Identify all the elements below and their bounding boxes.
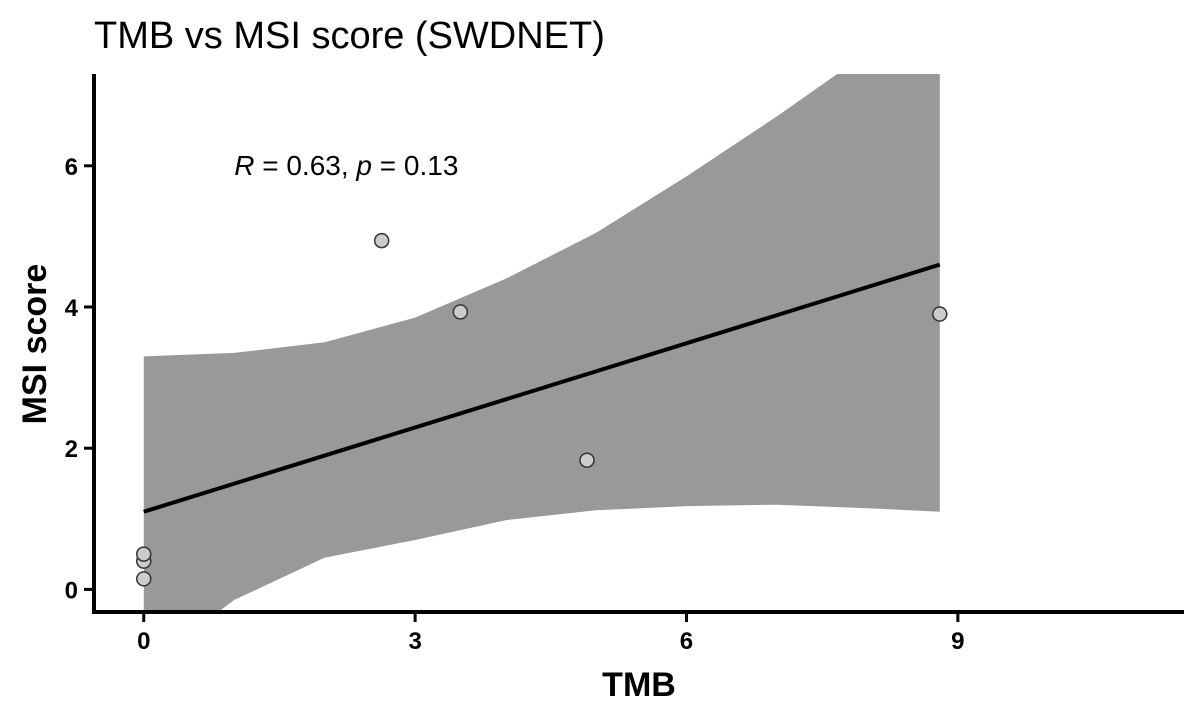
regression-line (143, 262, 941, 514)
data-point-2 (136, 546, 152, 562)
y-tick-label-6: 6 (65, 154, 78, 181)
y-tick-label-4: 4 (65, 295, 79, 322)
data-points (136, 232, 948, 587)
r-value: = 0.63, (254, 150, 356, 181)
data-point-5 (579, 452, 595, 468)
confidence-band (143, 74, 940, 612)
x-axis-ticks: 0 3 6 9 (137, 614, 965, 655)
x-tick-label-9: 9 (951, 628, 964, 655)
plot-area (136, 74, 948, 612)
data-point-3 (373, 232, 390, 249)
x-tick-label-3: 3 (408, 628, 421, 655)
p-value: = 0.13 (372, 150, 458, 181)
x-tick-label-6: 6 (680, 628, 693, 655)
data-point-4 (452, 304, 469, 320)
data-point-0 (136, 571, 152, 587)
x-tick-label-0: 0 (137, 628, 150, 655)
y-tick-label-2: 2 (65, 436, 78, 463)
x-axis-title: TMB (602, 666, 676, 704)
y-tick-label-0: 0 (65, 577, 78, 604)
y-axis-title: MSI score (16, 264, 54, 425)
y-axis-ticks: 0 2 4 6 (65, 154, 92, 604)
chart-title: TMB vs MSI score (SWDNET) (94, 15, 605, 57)
r-label: R (234, 150, 254, 181)
p-label: p (355, 150, 372, 181)
data-point-6 (932, 306, 948, 322)
correlation-annotation: R = 0.63, p = 0.13 (234, 150, 458, 181)
